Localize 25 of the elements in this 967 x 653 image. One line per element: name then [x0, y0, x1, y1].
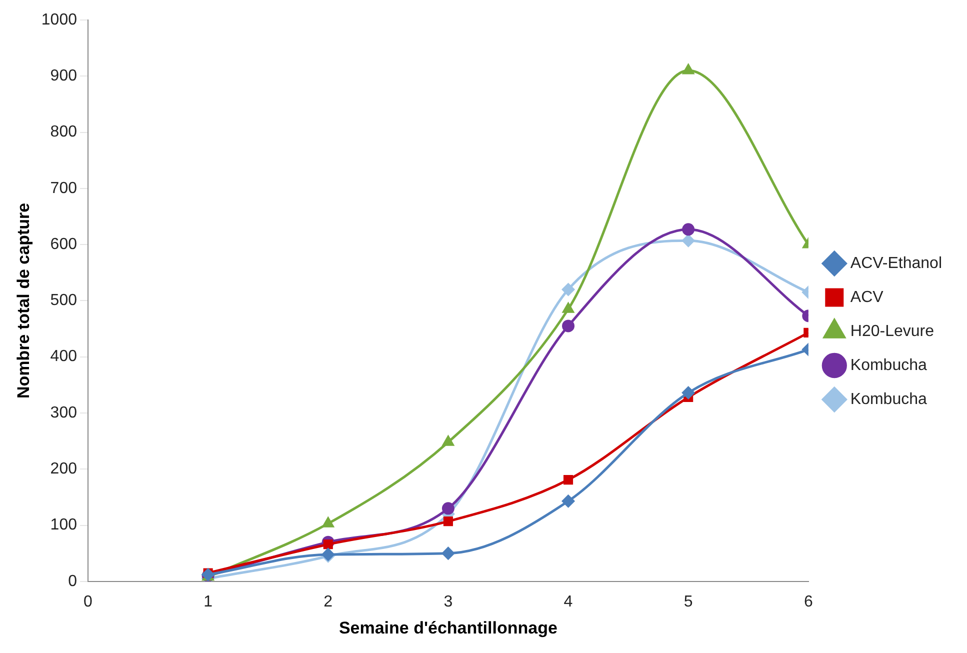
x-tick-label: 2: [324, 593, 333, 610]
x-axis-title: Semaine d'échantillonnage: [338, 618, 558, 638]
y-tick-label: 500: [50, 292, 78, 310]
y-tick-label: 300: [50, 404, 78, 422]
legend-label: Kombucha: [850, 356, 927, 374]
y-tick-label: 600: [50, 236, 78, 253]
y-tick-label: 0: [68, 572, 78, 590]
x-tick-label: 0: [84, 593, 93, 610]
y-tick-label: 700: [50, 180, 78, 197]
x-tick-label: 6: [804, 593, 813, 610]
y-tick-label: 100: [50, 516, 78, 534]
legend-label: ACV-Ethanol: [850, 254, 942, 272]
y-tick-label: 800: [50, 124, 78, 141]
x-tick-label: 3: [444, 593, 453, 610]
legend-label: Kombucha: [850, 390, 927, 408]
y-tick-label: 400: [50, 348, 78, 366]
x-tick-label: 5: [684, 593, 693, 610]
y-axis-title: Nombre total de capture: [14, 202, 33, 398]
y-tick-label: 200: [50, 460, 78, 478]
legend-label: H20-Levure: [850, 322, 934, 340]
y-tick-label: 1000: [41, 11, 78, 28]
x-tick-label: 1: [204, 593, 213, 610]
legend-label: ACV: [850, 288, 884, 306]
x-tick-label: 4: [564, 593, 573, 610]
y-tick-label: 900: [50, 68, 78, 85]
